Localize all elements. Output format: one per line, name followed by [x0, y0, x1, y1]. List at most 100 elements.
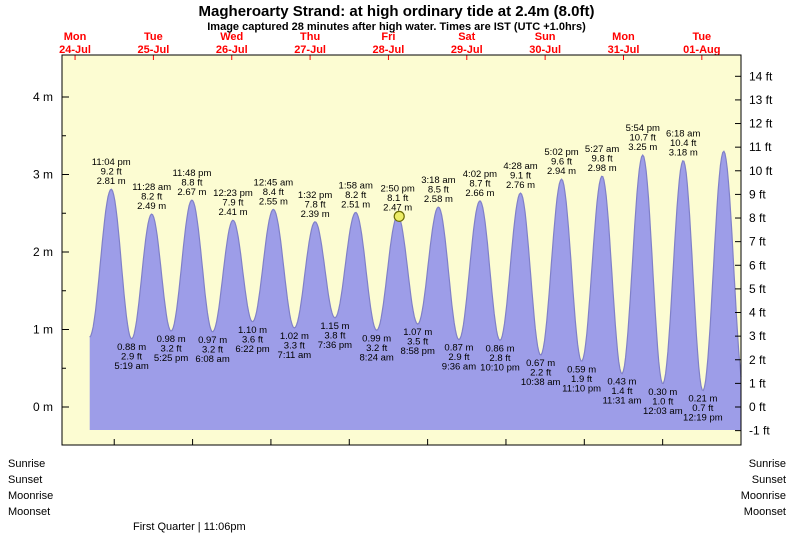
day-date-label: 31-Jul [608, 44, 640, 56]
high-tide-label: 8.4 ft [263, 187, 284, 198]
high-tide-label: 4:02 pm [463, 169, 497, 180]
high-tide-label: 2.55 m [259, 196, 288, 207]
high-tide-label: 11:04 pm [92, 157, 131, 168]
low-tide-label: 3.2 ft [202, 344, 223, 355]
day-label: Mon [612, 31, 635, 43]
low-tide-label: 3.2 ft [161, 344, 182, 355]
page-subtitle: Image captured 28 minutes after high wat… [207, 21, 586, 33]
high-tide-label: 2.51 m [341, 199, 370, 210]
high-tide-label: 8.8 ft [181, 178, 202, 189]
high-tide-label: 2.98 m [588, 163, 617, 174]
sunset-label: Sunset [751, 474, 786, 486]
low-tide-label: 0.98 m [157, 334, 186, 345]
low-tide-label: 12:19 pm [683, 413, 723, 424]
day-label: Sat [458, 31, 475, 43]
low-tide-label: 0.86 m [485, 343, 514, 354]
moonset-label: Moonset [743, 506, 786, 518]
high-tide-label: 2.47 m [383, 203, 412, 214]
high-tide-label: 5:02 pm [544, 147, 578, 158]
low-tide-label: 1.02 m [280, 331, 309, 342]
right-axis-label: 14 ft [749, 69, 773, 83]
low-tide-label: 6:08 am [195, 354, 229, 365]
right-axis-label: 13 ft [749, 93, 773, 107]
high-tide-label: 10.7 ft [630, 133, 657, 144]
right-axis-label: 9 ft [749, 187, 766, 201]
day-label: Sun [535, 31, 556, 43]
high-tide-label: 3.18 m [669, 148, 698, 159]
high-tide-label: 3.25 m [628, 142, 657, 153]
day-date-label: 30-Jul [529, 44, 561, 56]
low-tide-label: 0.30 m [648, 387, 677, 398]
low-tide-label: 0.7 ft [692, 403, 713, 414]
right-axis-label: 4 ft [749, 306, 766, 320]
high-tide-label: 5:27 am [585, 144, 619, 155]
moon-phase-text: First Quarter | 11:06pm [133, 521, 246, 533]
moonset-label: Moonset [8, 506, 51, 518]
low-tide-label: 6:22 pm [235, 344, 269, 355]
high-tide-label: 2.58 m [424, 194, 453, 205]
right-axis-label: 7 ft [749, 235, 766, 249]
low-tide-label: 2.2 ft [530, 368, 551, 379]
high-tide-label: 8.7 ft [469, 178, 490, 189]
right-axis-label: 11 ft [749, 140, 772, 154]
low-tide-label: 2.8 ft [489, 353, 510, 364]
day-date-label: 24-Jul [59, 44, 91, 56]
high-tide-label: 11:28 am [132, 182, 171, 193]
low-tide-label: 0.88 m [117, 342, 146, 353]
high-tide-label: 9.2 ft [101, 167, 122, 178]
right-axis-label: 12 ft [749, 117, 773, 131]
left-axis-label: 1 m [33, 323, 53, 337]
right-axis-label: 10 ft [749, 164, 773, 178]
high-tide-label: 9.8 ft [592, 154, 613, 165]
high-tide-label: 3:18 am [421, 175, 455, 186]
low-tide-label: 8:58 pm [401, 346, 435, 357]
high-tide-label: 8.5 ft [428, 185, 449, 196]
astro-labels-right: Sunrise Sunset Moonrise Moonset [741, 456, 786, 520]
low-tide-label: 1.4 ft [611, 386, 632, 397]
left-axis-label: 4 m [33, 90, 53, 104]
low-tide-label: 0.97 m [198, 335, 227, 346]
sunrise-label: Sunrise [8, 458, 46, 470]
right-axis-label: 6 ft [749, 258, 766, 272]
day-label: Mon [64, 31, 87, 43]
low-tide-label: 2.9 ft [448, 352, 469, 363]
low-tide-label: 8:24 am [360, 352, 394, 363]
low-tide-label: 1.10 m [238, 325, 267, 336]
day-label: Thu [300, 31, 320, 43]
high-tide-label: 9.6 ft [551, 157, 572, 168]
low-tide-label: 3.3 ft [284, 340, 305, 351]
low-tide-label: 1.07 m [403, 327, 432, 338]
right-axis-label: 8 ft [749, 211, 766, 225]
low-tide-label: 1.9 ft [571, 374, 592, 385]
right-axis-label: -1 ft [749, 424, 770, 438]
day-label: Wed [220, 31, 243, 43]
high-tide-label: 8.2 ft [345, 190, 366, 201]
day-date-label: 27-Jul [294, 44, 326, 56]
low-tide-label: 2.9 ft [121, 351, 142, 362]
high-tide-label: 2.67 m [177, 187, 206, 198]
day-date-label: 26-Jul [216, 44, 248, 56]
high-tide-label: 2.66 m [465, 188, 494, 199]
low-tide-label: 3.2 ft [366, 343, 387, 354]
high-tide-label: 10.4 ft [670, 138, 697, 149]
right-axis-label: 0 ft [749, 400, 766, 414]
tide-curve [89, 150, 742, 392]
moonrise-label: Moonrise [8, 490, 54, 502]
high-tide-label: 7.8 ft [305, 199, 326, 210]
high-tide-label: 5:54 pm [626, 123, 660, 134]
plot-border [61, 54, 742, 446]
right-axis-label: 3 ft [749, 329, 766, 343]
low-tide-label: 12:03 am [643, 406, 683, 417]
page-title: Magheroarty Strand: at high ordinary tid… [198, 3, 595, 20]
day-date-label: 25-Jul [138, 44, 170, 56]
high-tide-label: 2.39 m [301, 209, 330, 220]
left-axis-label: 3 m [33, 168, 53, 182]
high-tide-label: 2:50 pm [381, 184, 415, 195]
low-tide-label: 3.8 ft [324, 330, 345, 341]
low-tide-label: 7:11 am [278, 350, 312, 361]
low-tide-label: 11:31 am [602, 396, 641, 407]
low-tide-label: 3.5 ft [407, 337, 428, 348]
low-tide-label: 0.87 m [444, 343, 473, 354]
